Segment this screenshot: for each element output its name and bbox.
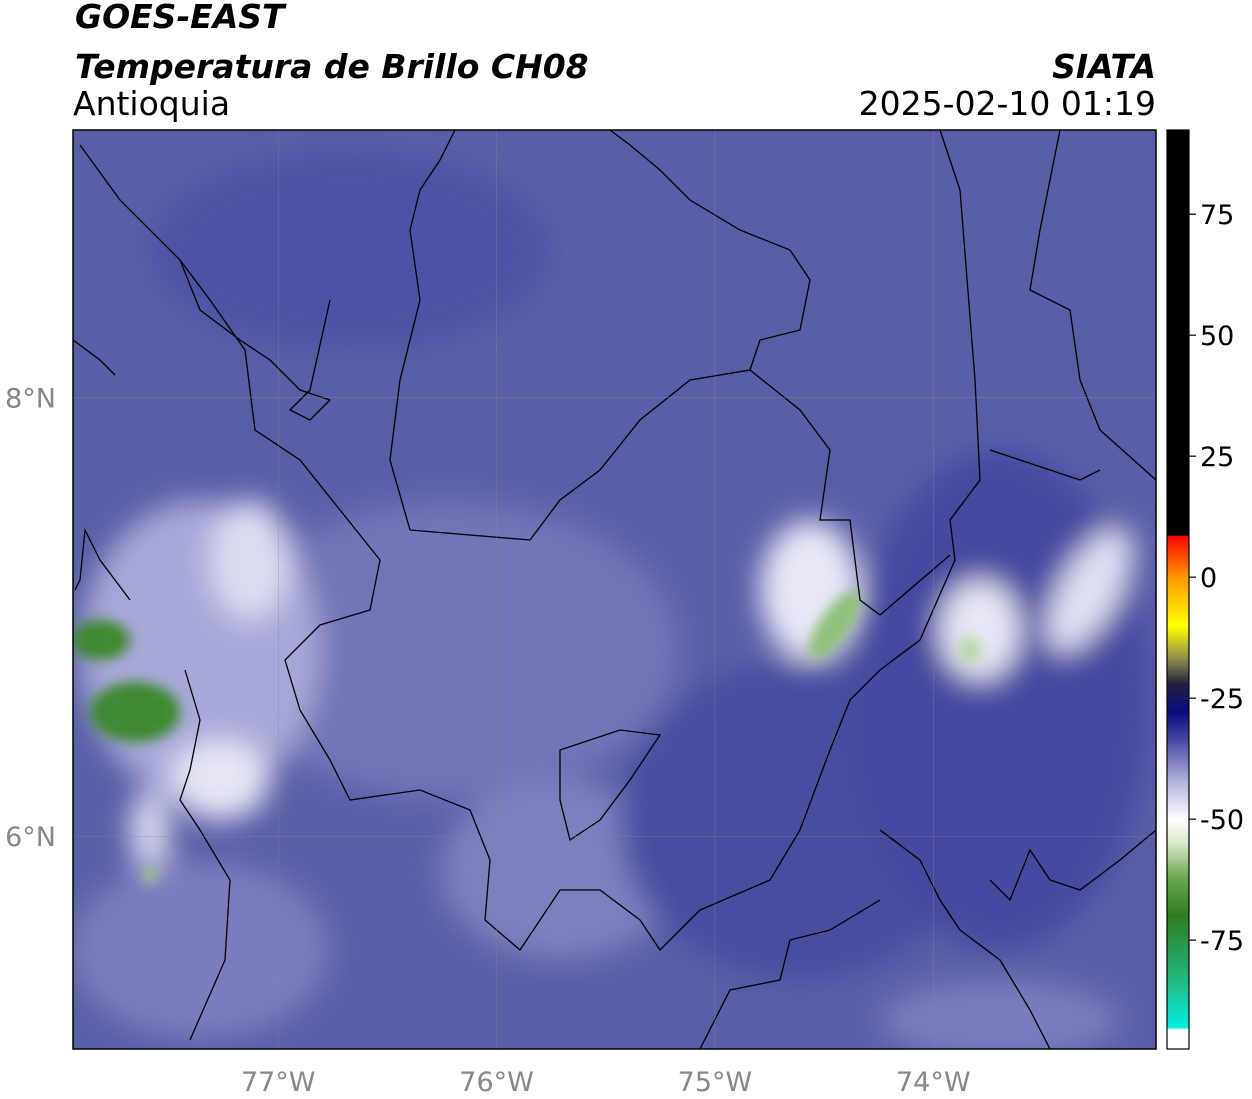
colorbar-segment xyxy=(1167,877,1189,917)
colorbar-segment xyxy=(1167,843,1189,878)
datetime: 2025-02-10 01:19 xyxy=(859,84,1156,123)
colorbar-segment xyxy=(1167,1029,1189,1050)
colorbar-tick-label: 50 xyxy=(1200,321,1234,352)
colorbar-tick-label: 0 xyxy=(1200,563,1217,594)
colorbar-tick-label: -75 xyxy=(1200,926,1244,957)
cold-cloud-tops xyxy=(73,591,982,884)
colorbar-segment xyxy=(1167,988,1189,1028)
colorbar-segment xyxy=(1167,712,1189,743)
colorbar-segment xyxy=(1167,819,1189,844)
colorbar-segment xyxy=(1167,780,1189,820)
colorbar-segment xyxy=(1167,683,1189,714)
x-tick-label: 74°W xyxy=(896,1067,971,1098)
boundaries xyxy=(73,130,1156,1049)
map-frame xyxy=(72,129,1157,1050)
x-tick-label: 75°W xyxy=(678,1067,753,1098)
colorbar-segment xyxy=(1167,625,1189,660)
y-tick-label: 8°N xyxy=(5,384,56,415)
field-texture xyxy=(73,150,1150,1049)
colorbar-segment xyxy=(1167,659,1189,685)
y-tick-label: 6°N xyxy=(5,822,56,853)
colorbar-segment xyxy=(1167,915,1189,990)
colorbar-segment xyxy=(1167,577,1189,627)
colorbar xyxy=(1167,130,1189,1050)
colorbar-tick-label: 25 xyxy=(1200,442,1234,473)
subtitle: Temperatura de Brillo CH08 xyxy=(75,47,589,86)
colorbar-segment xyxy=(1167,1027,1189,1031)
colorbar-frame xyxy=(1166,129,1190,1050)
colorbar-segment xyxy=(1167,130,1189,536)
x-tick-label: 76°W xyxy=(459,1067,534,1098)
source: SIATA xyxy=(1052,47,1156,86)
graticule xyxy=(73,130,1156,1049)
colorbar-segment xyxy=(1167,535,1189,578)
x-tick-label: 77°W xyxy=(241,1067,316,1098)
colorbar-tick-label: -50 xyxy=(1200,805,1244,836)
colorbar-tick-label: -25 xyxy=(1200,684,1244,715)
title: GOES-EAST xyxy=(75,0,287,36)
map-field xyxy=(73,130,1156,1049)
colorbar-segment xyxy=(1167,741,1189,781)
colorbar-tick-label: 75 xyxy=(1200,200,1234,231)
region: Antioquia xyxy=(73,84,230,123)
